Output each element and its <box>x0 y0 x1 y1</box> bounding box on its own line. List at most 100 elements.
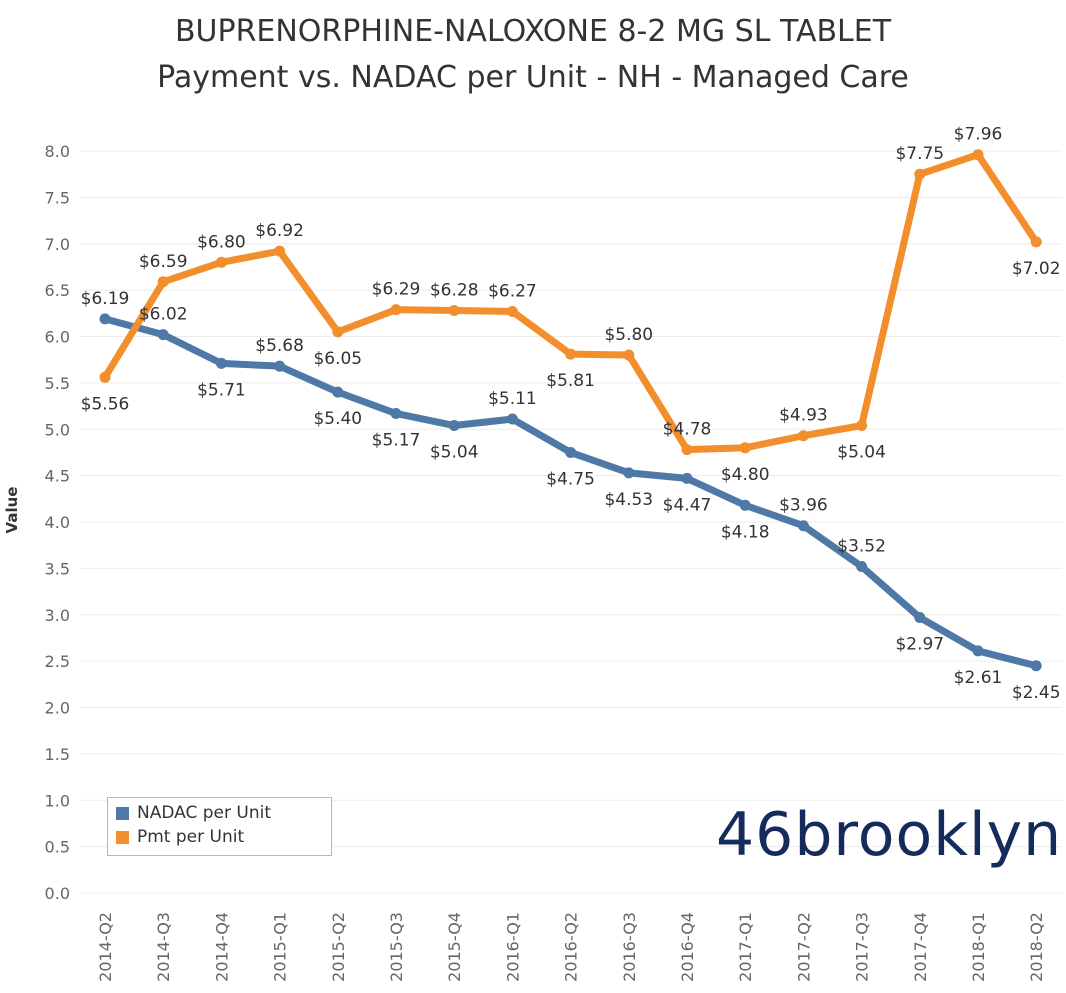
data-point[interactable] <box>972 149 984 161</box>
data-label: $5.80 <box>604 325 653 345</box>
data-point[interactable] <box>856 561 868 573</box>
data-point[interactable] <box>215 357 227 369</box>
y-tick-label: 1.5 <box>45 745 70 764</box>
x-tick-label: 2018-Q1 <box>969 912 988 982</box>
x-tick-label: 2015-Q2 <box>329 912 348 982</box>
data-point[interactable] <box>565 446 577 458</box>
x-axis-ticks: 2014-Q2 2014-Q3 2014-Q4 2015-Q1 2015-Q2 2015-… <box>96 912 1046 982</box>
data-label: $6.19 <box>81 289 130 309</box>
x-tick-label: 2014-Q3 <box>154 912 173 982</box>
series-line-pmt <box>101 151 1040 454</box>
data-label: $4.53 <box>604 490 653 510</box>
data-point[interactable] <box>623 349 635 361</box>
data-point[interactable] <box>448 305 460 317</box>
y-tick-label: 2.5 <box>45 652 70 671</box>
x-tick-label: 2017-Q2 <box>794 912 813 982</box>
x-tick-label: 2016-Q4 <box>678 912 697 982</box>
data-point[interactable] <box>1030 236 1042 248</box>
data-point[interactable] <box>914 612 926 624</box>
data-point[interactable] <box>797 520 809 532</box>
data-point[interactable] <box>972 645 984 657</box>
x-tick-label: 2018-Q2 <box>1027 912 1046 982</box>
data-point[interactable] <box>448 420 460 432</box>
data-point[interactable] <box>274 245 286 257</box>
data-label: $2.45 <box>1012 683 1061 703</box>
legend-item-nadac[interactable]: NADAC per Unit <box>116 801 331 825</box>
data-label: $4.78 <box>663 420 712 440</box>
chart-title-line2: Payment vs. NADAC per Unit - NH - Manage… <box>157 60 909 95</box>
x-tick-label: 2014-Q4 <box>212 912 231 982</box>
data-point[interactable] <box>797 430 809 442</box>
data-point[interactable] <box>739 442 751 454</box>
data-point[interactable] <box>157 276 169 288</box>
data-point[interactable] <box>157 329 169 341</box>
y-tick-label: 0.5 <box>45 838 70 857</box>
legend-label-pmt: Pmt per Unit <box>137 827 245 847</box>
data-point[interactable] <box>99 313 111 325</box>
data-point[interactable] <box>332 386 344 398</box>
legend-item-pmt[interactable]: Pmt per Unit <box>116 825 331 849</box>
data-label: $4.80 <box>721 465 770 485</box>
data-label: $4.47 <box>663 495 712 515</box>
y-tick-label: 4.0 <box>45 513 70 532</box>
data-point[interactable] <box>681 472 693 484</box>
y-tick-label: 3.5 <box>45 559 70 578</box>
data-point[interactable] <box>623 467 635 479</box>
data-label: $7.75 <box>895 144 944 164</box>
data-point[interactable] <box>215 256 227 268</box>
data-point[interactable] <box>914 168 926 180</box>
data-point[interactable] <box>99 371 111 383</box>
x-tick-label: 2017-Q3 <box>853 912 872 982</box>
data-point[interactable] <box>856 420 868 432</box>
data-point[interactable] <box>274 360 286 372</box>
data-point[interactable] <box>390 407 402 419</box>
data-point[interactable] <box>565 348 577 360</box>
chart-title-line1: BUPRENORPHINE-NALOXONE 8-2 MG SL TABLET <box>174 14 892 49</box>
legend-swatch-nadac <box>116 806 129 820</box>
data-label: $6.92 <box>255 221 304 241</box>
data-label: $5.40 <box>313 409 362 429</box>
data-point[interactable] <box>739 499 751 511</box>
data-label: $6.05 <box>313 349 362 369</box>
data-point[interactable] <box>332 326 344 338</box>
x-tick-label: 2016-Q1 <box>503 912 522 982</box>
data-label: $5.04 <box>837 443 886 463</box>
y-tick-label: 7.0 <box>45 235 70 254</box>
data-label: $5.11 <box>488 389 537 409</box>
data-label: $7.96 <box>954 125 1003 145</box>
y-tick-label: 4.5 <box>45 467 70 486</box>
data-label: $6.29 <box>372 280 421 300</box>
series-group <box>99 149 1042 672</box>
y-axis-ticks: 0.0 0.5 1.0 1.5 2.0 2.5 3.0 3.5 4.0 4.5 5.0 5.5 6.0 6… <box>45 142 70 903</box>
data-label: $6.27 <box>488 281 537 301</box>
y-tick-label: 6.5 <box>45 281 70 300</box>
data-label: $6.59 <box>139 252 188 272</box>
data-point[interactable] <box>1030 660 1042 672</box>
y-tick-label: 0.0 <box>45 884 70 903</box>
data-label: $5.17 <box>372 430 421 450</box>
x-tick-label: 2015-Q3 <box>387 912 406 982</box>
data-point[interactable] <box>681 444 693 456</box>
data-point[interactable] <box>506 305 518 317</box>
data-point[interactable] <box>390 304 402 316</box>
x-tick-label: 2016-Q2 <box>562 912 581 982</box>
data-label: $6.28 <box>430 281 479 301</box>
x-tick-label: 2017-Q1 <box>736 912 755 982</box>
x-tick-label: 2015-Q1 <box>271 912 290 982</box>
data-label: $2.97 <box>895 635 944 655</box>
y-tick-label: 6.0 <box>45 328 70 347</box>
y-tick-label: 1.0 <box>45 791 70 810</box>
y-tick-label: 5.0 <box>45 420 70 439</box>
legend-label-nadac: NADAC per Unit <box>137 803 271 823</box>
data-point[interactable] <box>506 413 518 425</box>
y-tick-label: 8.0 <box>45 142 70 161</box>
x-tick-label: 2017-Q4 <box>911 912 930 982</box>
legend-swatch-pmt <box>116 830 129 844</box>
data-label: $5.68 <box>255 336 304 356</box>
y-tick-label: 3.0 <box>45 606 70 625</box>
data-label: $4.18 <box>721 522 770 542</box>
x-tick-label: 2014-Q2 <box>96 912 115 982</box>
data-label: $5.71 <box>197 380 246 400</box>
data-label: $5.56 <box>81 394 130 414</box>
data-label: $3.96 <box>779 496 828 516</box>
